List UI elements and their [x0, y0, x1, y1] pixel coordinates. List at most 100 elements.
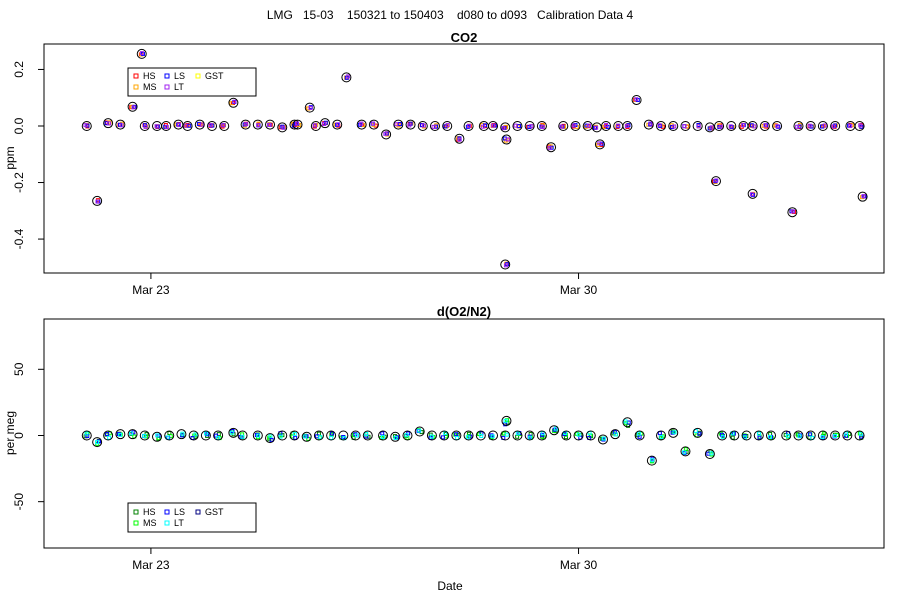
- data-point-gst: [524, 430, 535, 441]
- data-point-lt: [193, 432, 198, 437]
- data-point-lt: [749, 192, 754, 197]
- data-point-lt: [129, 431, 134, 436]
- data-point-gst: [668, 427, 679, 438]
- data-point-lt: [848, 124, 853, 129]
- data-point-ls: [719, 432, 724, 437]
- data-point-gst: [817, 430, 828, 441]
- data-point-gst: [207, 120, 217, 131]
- data-point-lt: [229, 430, 234, 435]
- data-point-gst: [115, 119, 126, 130]
- legend-marker-hs: [133, 509, 139, 515]
- data-point-lt: [553, 426, 558, 431]
- data-point-gst: [454, 133, 465, 144]
- data-point-gst: [161, 120, 172, 131]
- data-point-gst: [668, 120, 679, 131]
- data-point-gst: [277, 430, 288, 441]
- data-point-lt: [313, 123, 318, 128]
- data-point-gst: [252, 119, 263, 130]
- data-point-gst: [103, 430, 114, 441]
- data-point-ls: [105, 431, 110, 436]
- data-point-lt: [154, 124, 159, 129]
- data-point-gst: [92, 195, 103, 206]
- data-point-lt: [795, 124, 800, 129]
- data-point-lt: [404, 433, 409, 438]
- data-point-gst: [585, 430, 596, 441]
- data-point-lt: [429, 434, 434, 439]
- legend-label-ms: MS: [143, 518, 157, 528]
- data-point-ls: [713, 179, 718, 184]
- data-point-lt: [763, 123, 768, 128]
- legend-label-lt: LT: [174, 82, 184, 92]
- x-tick-label: Mar 23: [132, 283, 170, 297]
- data-point-lt: [752, 124, 757, 129]
- data-point-lt: [709, 451, 714, 456]
- data-point-gst: [656, 120, 667, 131]
- data-point-gst: [289, 119, 300, 130]
- data-point-gst: [475, 430, 486, 441]
- data-point-gst: [573, 430, 584, 441]
- data-point-gst: [594, 139, 605, 150]
- data-point-ls: [821, 435, 826, 440]
- data-point-ls: [729, 125, 734, 130]
- data-point-gst: [139, 430, 150, 441]
- data-point-lt: [650, 458, 655, 463]
- data-point-gst: [332, 119, 343, 130]
- data-point-gst: [817, 120, 828, 131]
- data-point-lt: [294, 121, 299, 126]
- data-point-gst: [237, 430, 248, 441]
- data-point-gst: [136, 48, 147, 59]
- data-point-lt: [131, 105, 136, 110]
- data-point-lt: [407, 123, 412, 128]
- data-point-gst: [512, 120, 523, 131]
- data-point-lt: [465, 435, 470, 440]
- data-point-lt: [143, 124, 148, 129]
- data-point-lt: [322, 121, 327, 126]
- data-point-lt: [659, 435, 664, 440]
- data-point-gst: [546, 142, 557, 153]
- data-point-gst: [726, 120, 737, 131]
- data-point-gst: [219, 120, 230, 131]
- data-point-gst: [610, 429, 621, 440]
- data-point-ls: [97, 439, 102, 444]
- data-point-lt: [767, 434, 772, 439]
- data-point-lt: [623, 419, 628, 424]
- data-point-lt: [431, 124, 436, 129]
- data-point-gst: [622, 120, 633, 131]
- legend-label-gst: GST: [205, 507, 224, 517]
- data-point-gst: [463, 430, 474, 441]
- data-point-gst: [463, 120, 474, 131]
- data-point-gst: [501, 134, 512, 145]
- data-point-lt: [107, 121, 112, 126]
- data-point-ls: [669, 125, 674, 130]
- data-point-ls: [454, 432, 459, 437]
- data-point-lt: [457, 137, 462, 142]
- y-tick-label: 0: [12, 432, 26, 439]
- data-point-lt: [529, 124, 534, 129]
- data-point-lt: [648, 121, 653, 126]
- data-point-lt: [604, 122, 609, 127]
- data-point-gst: [500, 430, 511, 441]
- data-point-lt: [503, 263, 508, 268]
- data-point-gst: [714, 120, 725, 131]
- data-point-lt: [155, 433, 160, 438]
- data-point-lt: [256, 433, 261, 438]
- data-point-ls: [658, 124, 663, 129]
- data-point-gst: [405, 119, 416, 130]
- data-point-gst: [570, 120, 581, 131]
- data-point-gst: [426, 430, 437, 441]
- data-point-lt: [393, 436, 398, 441]
- data-point-ls: [549, 145, 554, 150]
- data-point-gst: [356, 119, 367, 130]
- data-point-ls: [335, 122, 340, 127]
- data-point-gst: [81, 430, 92, 441]
- data-point-lt: [142, 433, 147, 438]
- data-point-gst: [747, 188, 758, 199]
- data-point-lt: [308, 105, 313, 110]
- legend-marker-ls: [164, 509, 170, 515]
- data-point-ls: [85, 123, 90, 128]
- data-point-gst: [228, 427, 239, 438]
- data-point-lt: [559, 124, 564, 129]
- data-point-lt: [302, 434, 307, 439]
- data-point-lt: [791, 209, 796, 214]
